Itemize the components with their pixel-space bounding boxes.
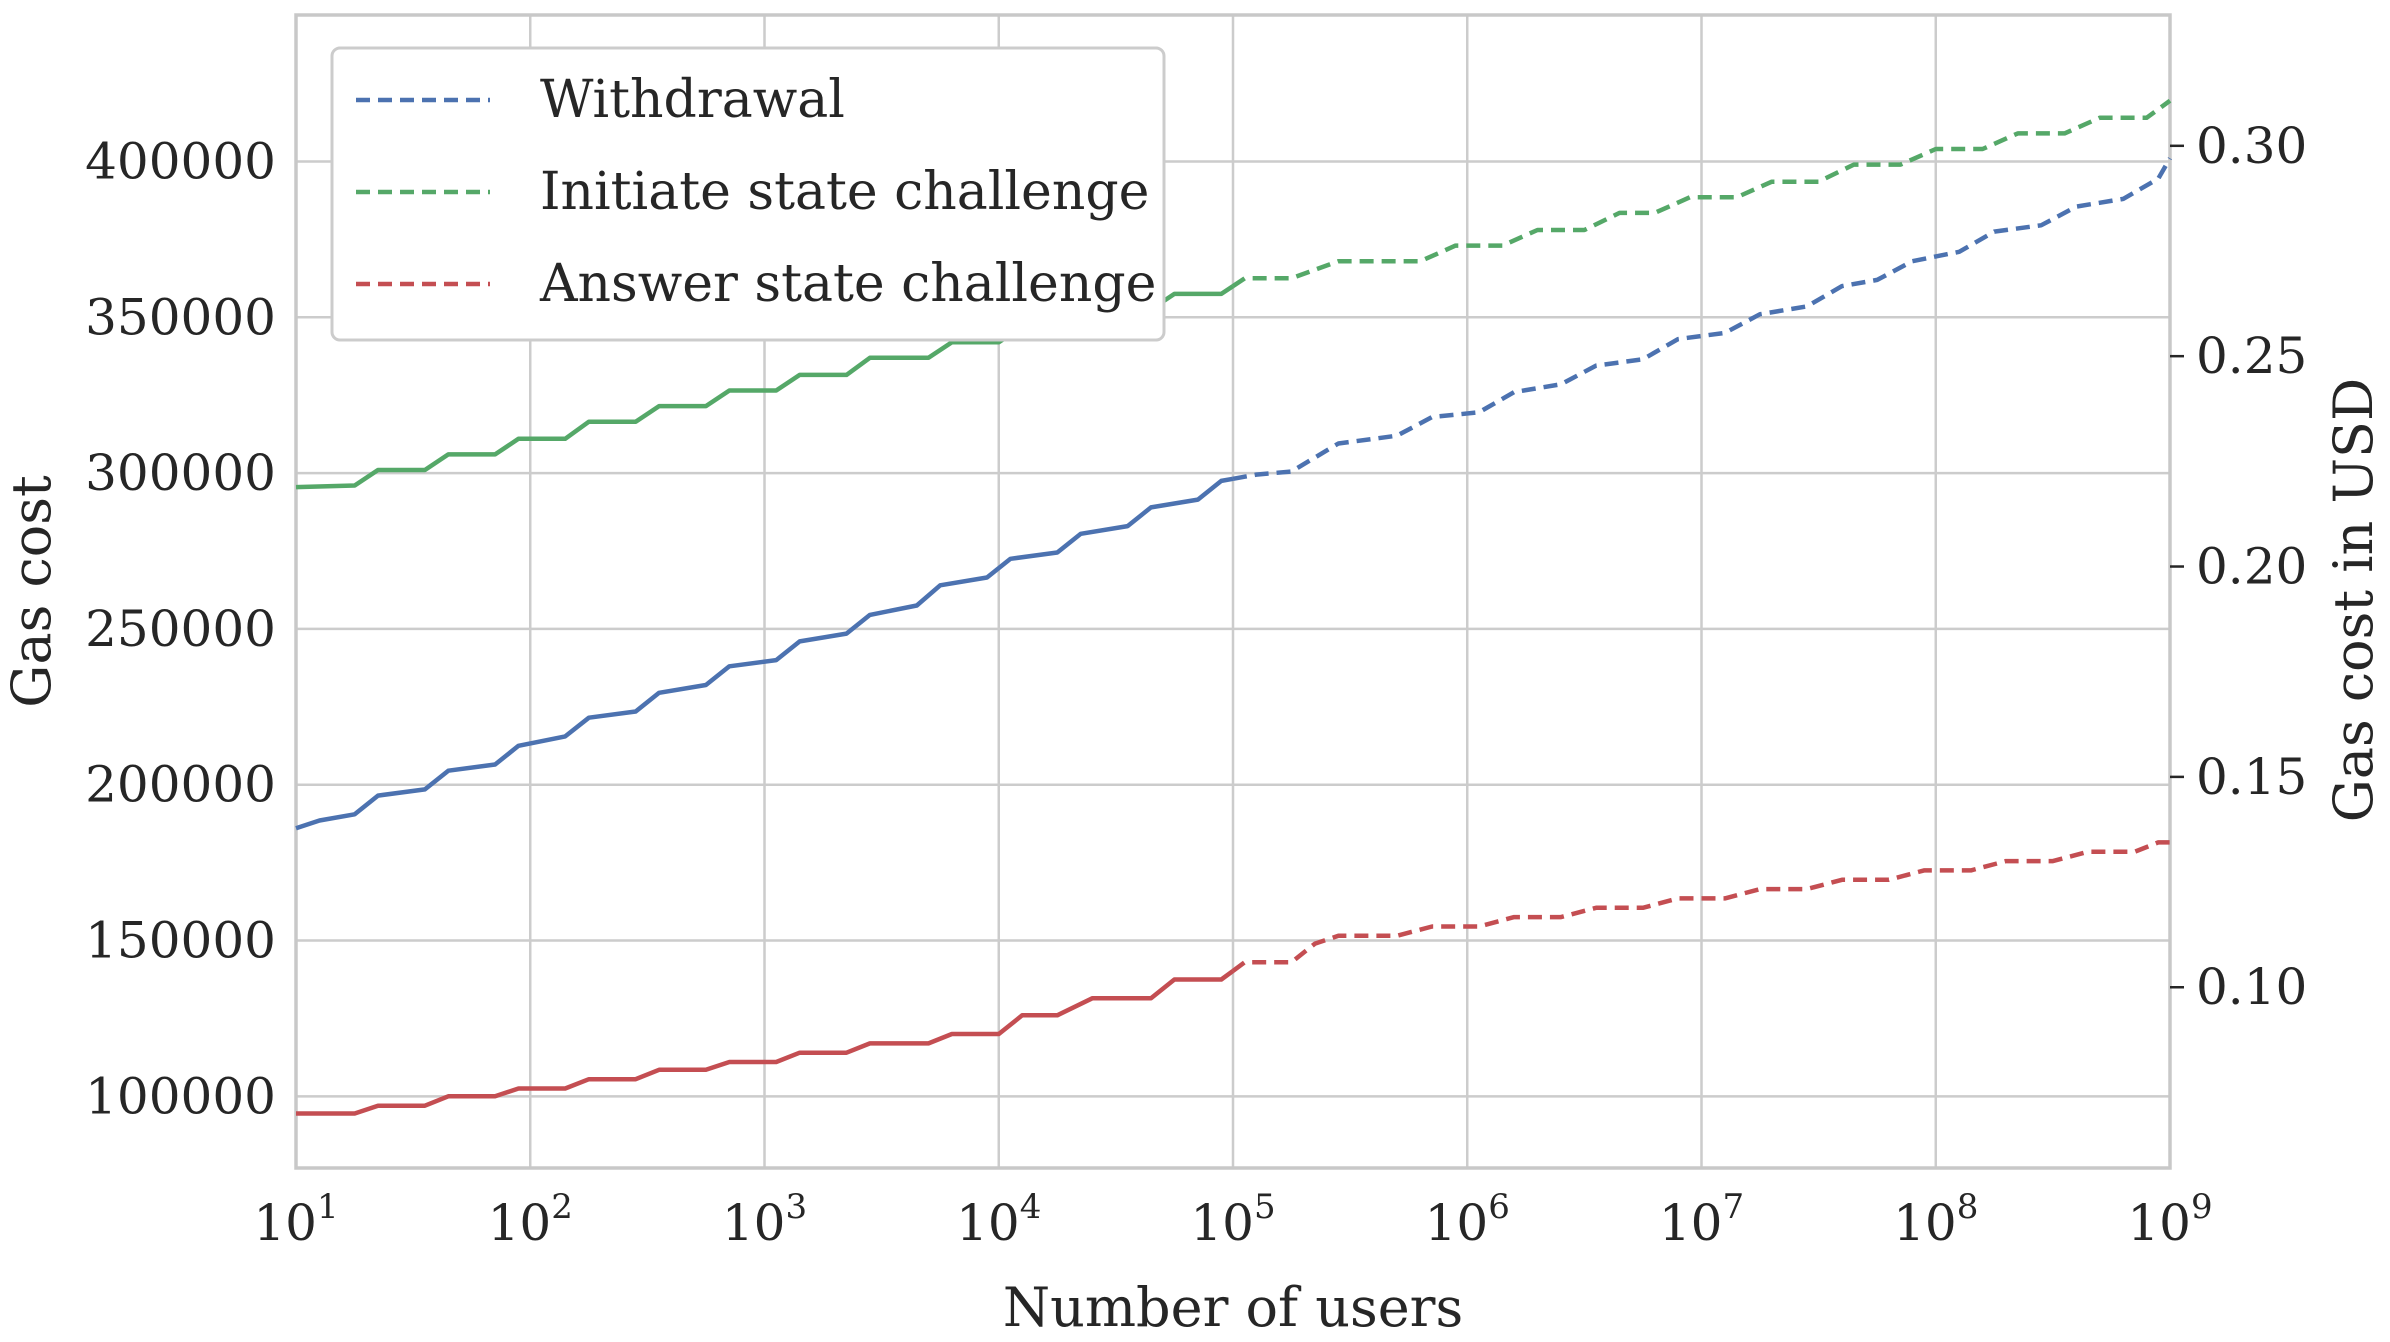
x-tick-label: 101 <box>253 1187 338 1252</box>
x-tick-label: 102 <box>488 1187 573 1252</box>
x-tick-exponent: 4 <box>1020 1187 1042 1227</box>
y-axis-title: Gas cost <box>0 475 63 708</box>
legend-label: Answer state challenge <box>539 254 1156 314</box>
y-tick-label: 100000 <box>85 1067 276 1125</box>
x-tick-exponent: 9 <box>2191 1187 2213 1227</box>
grid-lines <box>294 15 2172 1168</box>
x-tick-exponent: 1 <box>317 1187 339 1227</box>
x-tick-base: 10 <box>1659 1194 1723 1252</box>
series-line-answer-state-challenge-dashed <box>1231 840 2170 973</box>
legend-label: Initiate state challenge <box>540 162 1149 222</box>
x-tick-label: 107 <box>1659 1187 1744 1252</box>
y2-tick-label: 0.25 <box>2196 327 2307 385</box>
y-tick-label: 300000 <box>85 444 276 502</box>
x-tick-label: 108 <box>1893 1187 1978 1252</box>
x-tick-label: 104 <box>956 1187 1041 1252</box>
series-line-withdrawal-solid <box>295 476 1234 831</box>
x-tick-base: 10 <box>1425 1194 1489 1252</box>
x-axis-ticks: 101 102 103 104 105 106 107 108 109 <box>253 1187 2212 1252</box>
x-tick-label: 106 <box>1425 1187 1510 1252</box>
y-tick-label: 250000 <box>85 600 276 658</box>
x-tick-base: 10 <box>1893 1194 1957 1252</box>
x-tick-base: 10 <box>2127 1194 2191 1252</box>
y-tick-label: 400000 <box>85 132 276 190</box>
y2-axis-ticks: 0.10 0.15 0.20 0.25 0.30 <box>2170 117 2307 1016</box>
x-tick-base: 10 <box>956 1194 1020 1252</box>
x-tick-exponent: 8 <box>1957 1187 1979 1227</box>
y2-axis-title: Gas cost in USD <box>2322 378 2385 823</box>
series-line-answer-state-challenge-solid <box>296 969 1235 1116</box>
y2-tick-label: 0.20 <box>2196 538 2307 596</box>
y-tick-label: 200000 <box>85 756 276 814</box>
legend-box <box>330 46 1166 342</box>
x-axis-title: Number of users <box>1003 1276 1463 1339</box>
x-tick-exponent: 2 <box>551 1187 573 1227</box>
y-axis-ticks: 100000 150000 200000 250000 300000 350000 4000… <box>85 132 276 1125</box>
x-tick-base: 10 <box>722 1194 786 1252</box>
y2-tick-label: 0.10 <box>2196 958 2307 1016</box>
y-tick-label: 150000 <box>85 912 276 970</box>
plot-frame <box>294 13 2172 1170</box>
series-line-initiate-state-challenge-dashed <box>1231 98 2172 288</box>
x-tick-label: 105 <box>1190 1187 1275 1252</box>
legend: Withdrawal Initiate state challenge Answer… <box>330 46 1166 342</box>
x-tick-label: 109 <box>2127 1187 2212 1252</box>
x-tick-exponent: 6 <box>1488 1187 1510 1227</box>
x-tick-exponent: 3 <box>785 1187 807 1227</box>
x-tick-base: 10 <box>1190 1194 1254 1252</box>
x-tick-exponent: 5 <box>1254 1187 1276 1227</box>
series-line-withdrawal-dashed <box>1232 157 2172 482</box>
x-tick-base: 10 <box>488 1194 552 1252</box>
x-tick-label: 103 <box>722 1187 807 1252</box>
x-tick-base: 10 <box>253 1194 317 1252</box>
y-tick-label: 350000 <box>85 288 276 346</box>
y2-tick-label: 0.30 <box>2196 117 2307 175</box>
y2-tick-label: 0.15 <box>2196 748 2307 806</box>
x-tick-exponent: 7 <box>1722 1187 1744 1227</box>
legend-label: Withdrawal <box>540 70 845 130</box>
